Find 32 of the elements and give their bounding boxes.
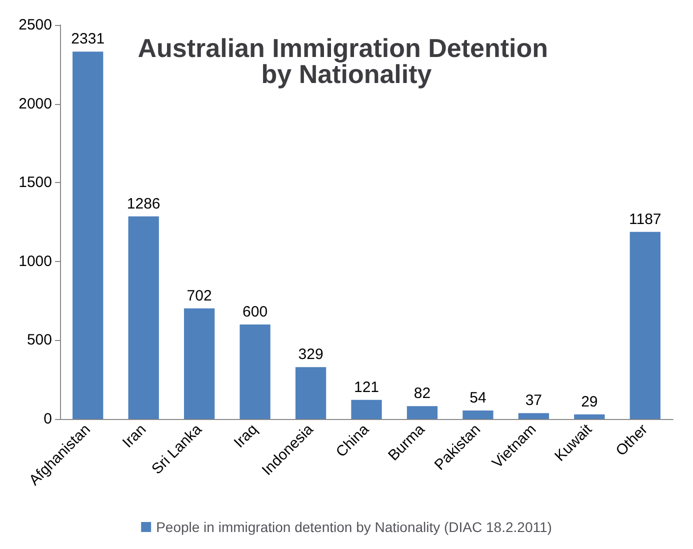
bar — [518, 413, 550, 419]
data-label: 29 — [581, 393, 598, 410]
data-label: 1286 — [126, 195, 160, 212]
bar — [72, 52, 104, 419]
bar — [295, 367, 326, 419]
y-tick-label: 1500 — [18, 174, 52, 192]
bar — [406, 406, 438, 419]
data-label: 1187 — [629, 210, 662, 228]
data-label: 54 — [470, 389, 486, 406]
data-label: 702 — [186, 287, 212, 304]
x-tick-label: Iran — [119, 420, 150, 452]
legend-label: People in immigration detention by Nationality (DIAC 18.2.2011) — [156, 519, 552, 535]
bar — [128, 216, 159, 419]
bar — [351, 400, 382, 419]
bar — [240, 324, 270, 419]
y-tick-label: 500 — [26, 332, 52, 349]
data-label: 600 — [242, 303, 268, 320]
y-tick-label: 2000 — [18, 95, 52, 112]
bar — [184, 308, 215, 419]
y-tick-label: 0 — [44, 410, 52, 428]
y-tick-label: 1000 — [18, 252, 52, 270]
x-tick-label: Iraq — [230, 420, 262, 452]
data-label: 121 — [354, 378, 380, 396]
bar — [462, 410, 494, 419]
y-tick-label: 2500 — [18, 16, 52, 34]
bar — [574, 414, 605, 419]
data-label: 82 — [414, 385, 431, 402]
data-label: 329 — [298, 346, 324, 364]
data-label: 2331 — [71, 30, 105, 48]
bar — [630, 232, 660, 419]
text: Australian Immigration Detention by Nationality — [138, 33, 556, 89]
data-label: 37 — [525, 392, 542, 410]
